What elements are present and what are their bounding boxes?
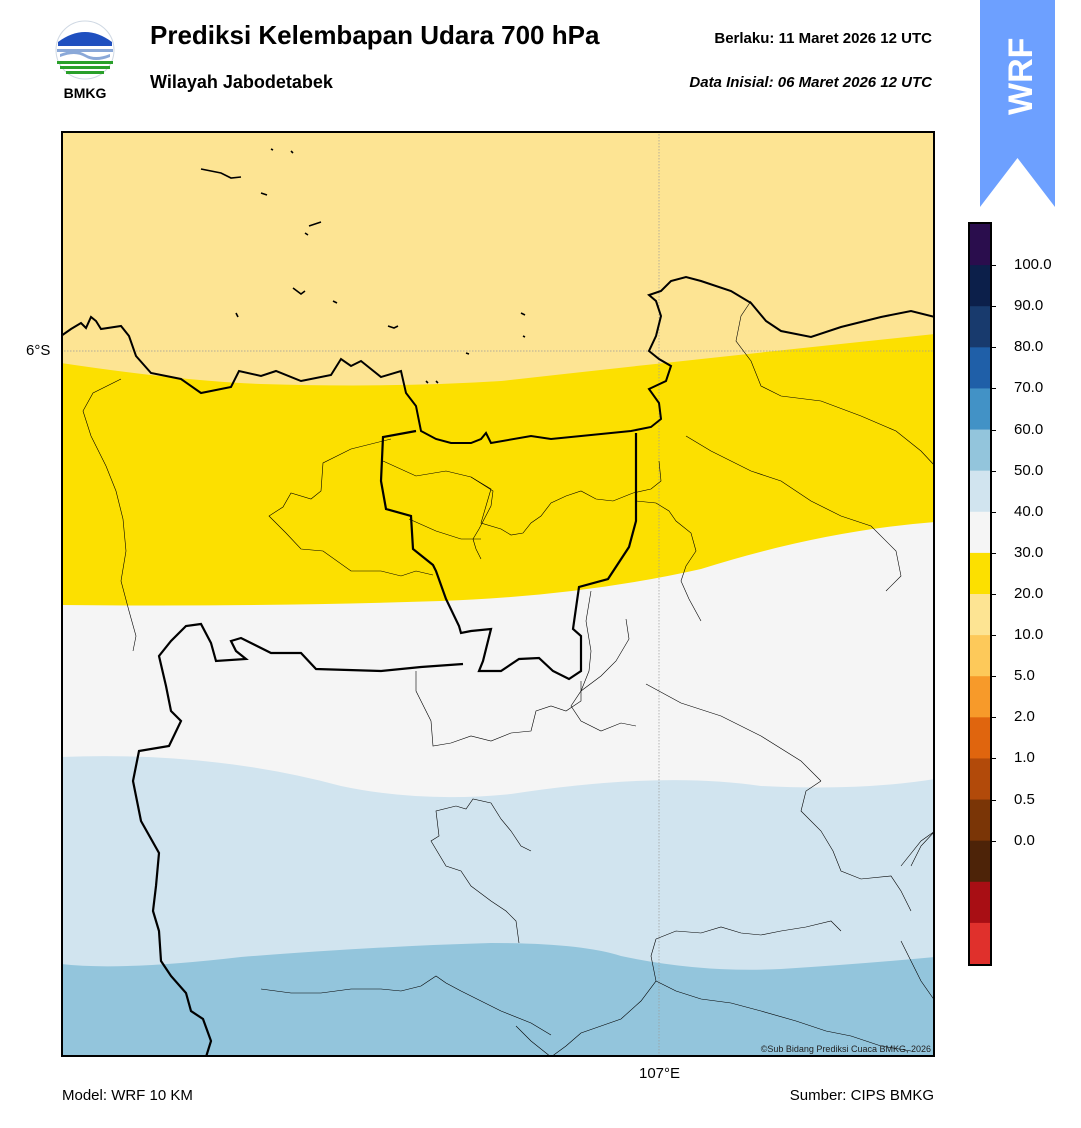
- colorbar-label: 5.0: [1014, 667, 1035, 685]
- coastline: [61, 275, 935, 445]
- colorbar-tick: [990, 265, 996, 267]
- colorbar-tick: [990, 799, 996, 801]
- colorbar-tick: [990, 347, 996, 349]
- humidity-map: ©Sub Bidang Prediksi Cuaca BMKG, 2026: [61, 131, 935, 1057]
- valid-time: Berlaku: 11 Maret 2026 12 UTC: [714, 30, 932, 47]
- colorbar-cell: [968, 881, 992, 924]
- colorbar-tick: [990, 306, 996, 308]
- lat-tick-label: 6°S: [26, 342, 51, 359]
- colorbar-tick: [990, 635, 996, 637]
- colorbar-label: 2.0: [1014, 708, 1035, 726]
- colorbar-cell: [968, 347, 992, 389]
- colorbar-tick: [990, 676, 996, 678]
- colorbar-label: 50.0: [1014, 461, 1044, 479]
- colorbar-cell: [968, 922, 992, 965]
- colorbar: [968, 222, 992, 966]
- colorbar-label: 0.5: [1014, 790, 1035, 808]
- province-border-west: [379, 429, 638, 681]
- colorbar-label: 60.0: [1014, 420, 1044, 438]
- colorbar-label: 90.0: [1014, 297, 1044, 315]
- colorbar-cell: [968, 470, 992, 513]
- colorbar-tick: [990, 840, 996, 842]
- colorbar-tick: [990, 594, 996, 595]
- colorbar-cell: [968, 717, 992, 759]
- colorbar-label: 40.0: [1014, 502, 1044, 520]
- logo-text: BMKG: [64, 85, 107, 101]
- colorbar-cell: [968, 799, 992, 842]
- colorbar-label: 100.0: [1014, 256, 1052, 274]
- colorbar-cell: [968, 224, 992, 266]
- colorbar-label: 70.0: [1014, 379, 1044, 397]
- colorbar-tick: [990, 717, 996, 719]
- wrf-badge-text: WRF: [1002, 38, 1040, 115]
- thousand-islands: [200, 148, 526, 384]
- colorbar-cell: [968, 594, 992, 636]
- colorbar-cell: [968, 511, 992, 554]
- colorbar-tick: [990, 388, 996, 390]
- map-credit: ©Sub Bidang Prediksi Cuaca BMKG, 2026: [761, 1044, 931, 1054]
- band-mid-blue: [61, 943, 935, 1057]
- lon-tick-label: 107°E: [639, 1065, 681, 1082]
- colorbar-cell: [968, 635, 992, 677]
- wrf-badge-icon: WRF: [980, 0, 1055, 207]
- colorbar-cell: [968, 429, 992, 472]
- colorbar-tick: [990, 470, 996, 472]
- colorbar-label: 0.0: [1014, 831, 1035, 849]
- colorbar-cell: [968, 306, 992, 348]
- colorbar-tick: [990, 758, 996, 760]
- regency-borders: [82, 300, 935, 1057]
- chart-title: Prediksi Kelembapan Udara 700 hPa: [150, 20, 600, 50]
- colorbar-tick: [990, 429, 996, 431]
- region-subtitle: Wilayah Jabodetabek: [150, 72, 333, 92]
- bmkg-logo-icon: BMKG: [55, 20, 115, 101]
- colorbar-cell: [968, 388, 992, 431]
- colorbar-label: 1.0: [1014, 749, 1035, 767]
- colorbar-label: 20.0: [1014, 585, 1044, 602]
- colorbar-label: 30.0: [1014, 543, 1044, 561]
- colorbar-tick: [990, 552, 996, 554]
- colorbar-label: 80.0: [1014, 338, 1044, 356]
- colorbar-cell: [968, 840, 992, 883]
- model-label: Model: WRF 10 KM: [62, 1087, 193, 1104]
- colorbar-label: 10.0: [1014, 626, 1044, 644]
- init-time: Data Inisial: 06 Maret 2026 12 UTC: [689, 74, 932, 91]
- colorbar-tick: [990, 511, 996, 513]
- map-border: [61, 131, 935, 1057]
- province-border-south: [131, 622, 464, 1057]
- source-label: Sumber: CIPS BMKG: [789, 1087, 934, 1104]
- colorbar-cell: [968, 265, 992, 307]
- colorbar-cell: [968, 552, 992, 595]
- colorbar-cell: [968, 676, 992, 718]
- colorbar-cell: [968, 758, 992, 801]
